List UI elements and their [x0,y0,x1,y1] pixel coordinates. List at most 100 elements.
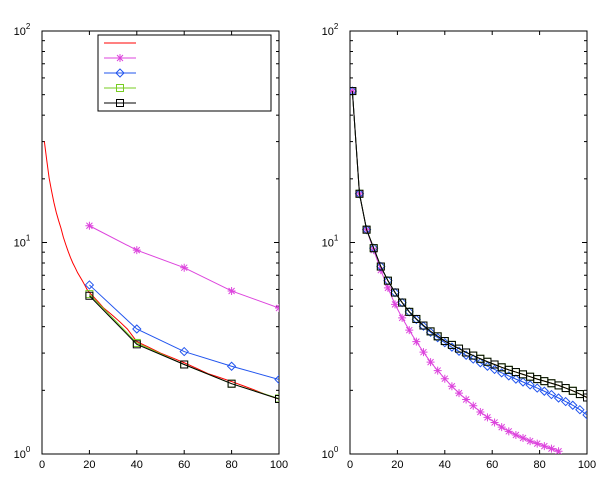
data-point [539,386,550,396]
data-point [227,286,236,295]
data-point [350,87,357,96]
data-point [532,383,542,393]
legend [97,34,272,112]
data-point [490,418,499,427]
data-point [355,189,364,198]
data-point [383,283,392,292]
data-point [475,358,486,368]
data-point [433,366,442,375]
series-2 [84,280,279,385]
series-1 [85,221,279,313]
data-point [547,444,556,453]
series-1 [350,87,563,454]
legend-marker [115,68,125,78]
data-point [440,337,450,348]
data-point [447,382,456,391]
data-point [350,87,357,96]
data-point [469,401,478,410]
data-point [362,225,371,234]
data-point [226,361,237,371]
data-point [504,427,513,436]
data-point [227,379,236,388]
data-point [398,313,407,322]
y-tick-label: 101 [322,234,339,250]
data-point [85,291,94,300]
data-point [132,246,141,255]
data-point [391,288,400,297]
y-tick-label: 102 [14,22,31,38]
data-point [412,314,421,323]
data-point [553,393,564,403]
data-point [383,276,392,285]
data-point [511,374,521,384]
x-tick-label: 0 [39,459,45,471]
legend-entry [104,68,136,78]
x-tick-label: 100 [270,459,288,471]
data-point [398,298,407,307]
x-tick-label: 40 [131,459,143,471]
data-point [540,442,549,451]
data-point [426,327,435,336]
data-point [376,262,385,271]
data-point [560,396,571,407]
data-point [476,407,485,416]
data-point [433,332,442,341]
data-point [179,346,189,357]
series-4 [350,87,587,402]
data-point [405,326,414,335]
data-point [412,337,421,346]
data-point [575,404,585,415]
x-tick-label: 40 [439,459,451,471]
data-point [132,324,142,334]
data-point [526,437,535,446]
x-tick-label: 20 [391,459,403,471]
x-tick-label: 0 [347,459,353,471]
legend-entry [104,84,136,92]
data-point [462,395,471,404]
data-point [518,377,528,387]
x-tick-label: 80 [225,459,237,471]
data-point [582,410,587,420]
legend-entry [104,54,136,62]
data-point [468,354,478,364]
data-point [568,400,578,410]
x-tick-label: 100 [578,459,596,471]
data-point [419,348,428,357]
data-point [275,394,279,403]
data-point [411,314,422,325]
data-point [275,304,279,313]
data-point [390,287,400,298]
data-point [504,371,514,381]
data-point [274,374,279,385]
legend-marker [116,54,124,62]
data-point [369,246,378,255]
data-point [496,368,507,378]
y-tick-label: 101 [14,234,31,250]
series-line [89,284,279,380]
data-point [85,221,94,230]
data-point [418,321,429,331]
data-point [432,332,443,343]
y-tick-label: 100 [14,445,31,461]
data-point [483,413,492,422]
data-point [405,307,414,316]
series-0 [43,141,279,400]
x-tick-label: 80 [533,459,545,471]
series-line [89,295,279,400]
data-point [426,358,435,367]
data-point [132,340,141,349]
series-line [43,141,279,400]
data-point [440,374,449,383]
data-point [533,439,542,448]
data-point [84,280,95,290]
data-point [519,434,528,443]
data-point [546,389,557,400]
y-tick-label: 100 [322,445,339,461]
legend-entry [104,99,136,107]
series-4 [85,291,279,403]
legend-marker [116,99,124,107]
legend-marker [116,84,124,92]
right-chart-panel: 0 20 40 60 80 100 100 101 102 [322,22,597,471]
y-tick-label: 102 [322,22,339,38]
